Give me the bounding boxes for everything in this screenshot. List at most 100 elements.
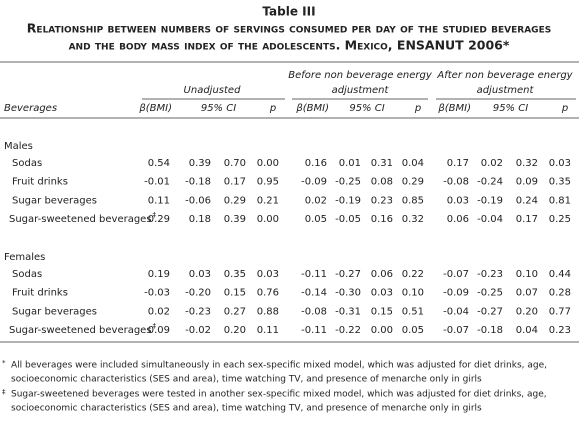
cell-value: 0.17 — [516, 214, 538, 225]
cell-value: -0.27 — [335, 269, 361, 280]
footnote-text: socioeconomic characteristics (SES and a… — [11, 404, 482, 414]
cell-value: 0.04 — [516, 325, 538, 336]
cell-value: 0.51 — [402, 306, 424, 317]
cell-value: 0.29 — [148, 214, 170, 225]
row-label: Fruit drinks — [12, 177, 68, 188]
group-header: adjustment — [332, 85, 390, 96]
cell-value: -0.24 — [477, 177, 503, 188]
cell-value: 0.35 — [224, 269, 246, 280]
footnote-marker: * — [2, 359, 6, 367]
cell-value: -0.04 — [443, 306, 469, 317]
row-label: Fruit drinks — [12, 288, 68, 299]
cell-value: 0.08 — [371, 177, 393, 188]
cell-value: -0.31 — [335, 306, 361, 317]
cell-value: -0.23 — [185, 306, 211, 317]
group-header: After non beverage energy — [436, 70, 573, 81]
cell-value: 0.11 — [148, 195, 170, 206]
column-header: β(BMI) — [295, 103, 329, 114]
row-label: Sodas — [12, 269, 42, 280]
cell-value: -0.04 — [477, 214, 503, 225]
cell-value: 0.17 — [224, 177, 246, 188]
table-title: and the body mass index of the adolescen… — [69, 38, 510, 53]
cell-value: 0.32 — [516, 158, 538, 169]
cell-value: -0.19 — [477, 195, 503, 206]
cell-value: -0.09 — [443, 288, 469, 299]
cell-value: 0.03 — [257, 269, 279, 280]
cell-value: 0.00 — [371, 325, 393, 336]
cell-value: 0.15 — [371, 306, 393, 317]
row-label: Sugar-sweetened beverages — [9, 325, 152, 336]
row-marker: ‡ — [153, 211, 157, 219]
column-header: 95% CI — [349, 103, 384, 114]
cell-value: -0.25 — [335, 177, 361, 188]
cell-value: 0.15 — [224, 288, 246, 299]
cell-value: 0.20 — [224, 325, 246, 336]
cell-value: 0.04 — [402, 158, 424, 169]
cell-value: 0.06 — [371, 269, 393, 280]
group-header: adjustment — [477, 85, 535, 96]
cell-value: 0.10 — [516, 269, 538, 280]
cell-value: 0.77 — [549, 306, 571, 317]
cell-value: -0.01 — [144, 177, 170, 188]
row-label: Sugar beverages — [12, 306, 97, 317]
cell-value: 0.05 — [402, 325, 424, 336]
column-header: Beverages — [4, 103, 57, 114]
column-header: p — [561, 103, 568, 114]
cell-value: -0.08 — [443, 177, 469, 188]
cell-value: 0.32 — [402, 214, 424, 225]
row-label: Sodas — [12, 158, 42, 169]
cell-value: -0.18 — [477, 325, 503, 336]
cell-value: -0.07 — [443, 269, 469, 280]
cell-value: 0.23 — [549, 325, 571, 336]
cell-value: 0.54 — [148, 158, 170, 169]
cell-value: -0.11 — [301, 325, 327, 336]
section-label: Females — [4, 252, 45, 263]
group-header: Before non beverage energy — [288, 70, 433, 81]
section-label: Males — [4, 141, 33, 152]
cell-value: -0.05 — [335, 214, 361, 225]
cell-value: 0.20 — [516, 306, 538, 317]
cell-value: -0.27 — [477, 306, 503, 317]
cell-value: -0.23 — [477, 269, 503, 280]
cell-value: -0.14 — [301, 288, 327, 299]
column-header: p — [269, 103, 276, 114]
cell-value: 0.05 — [305, 214, 327, 225]
cell-value: 0.88 — [257, 306, 279, 317]
group-header: Unadjusted — [184, 85, 242, 96]
cell-value: -0.07 — [443, 325, 469, 336]
footnote-text: All beverages were included simultaneous… — [11, 361, 547, 371]
cell-value: 0.19 — [148, 269, 170, 280]
cell-value: 0.09 — [148, 325, 170, 336]
cell-value: -0.30 — [335, 288, 361, 299]
cell-value: 0.02 — [305, 195, 327, 206]
cell-value: 0.00 — [257, 158, 279, 169]
cell-value: 0.95 — [257, 177, 279, 188]
cell-value: 0.02 — [481, 158, 503, 169]
cell-value: 0.03 — [371, 288, 393, 299]
cell-value: 0.28 — [549, 288, 571, 299]
cell-value: 0.24 — [516, 195, 538, 206]
table-label: Table III — [262, 5, 315, 19]
cell-value: 0.03 — [549, 158, 571, 169]
row-label: Sugar beverages — [12, 195, 97, 206]
cell-value: 0.23 — [371, 195, 393, 206]
cell-value: 0.16 — [371, 214, 393, 225]
cell-value: 0.10 — [402, 288, 424, 299]
cell-value: 0.44 — [549, 269, 571, 280]
cell-value: -0.20 — [185, 288, 211, 299]
cell-value: 0.03 — [189, 269, 211, 280]
cell-value: 0.39 — [189, 158, 211, 169]
cell-value: 0.07 — [516, 288, 538, 299]
cell-value: 0.03 — [447, 195, 469, 206]
cell-value: 0.21 — [257, 195, 279, 206]
cell-value: 0.18 — [189, 214, 211, 225]
cell-value: 0.00 — [257, 214, 279, 225]
footnote-text: socioeconomic characteristics (SES and a… — [11, 375, 482, 385]
cell-value: -0.11 — [301, 269, 327, 280]
cell-value: 0.22 — [402, 269, 424, 280]
column-header: 95% CI — [493, 103, 528, 114]
column-header: 95% CI — [201, 103, 236, 114]
cell-value: 0.27 — [224, 306, 246, 317]
cell-value: -0.02 — [185, 325, 211, 336]
